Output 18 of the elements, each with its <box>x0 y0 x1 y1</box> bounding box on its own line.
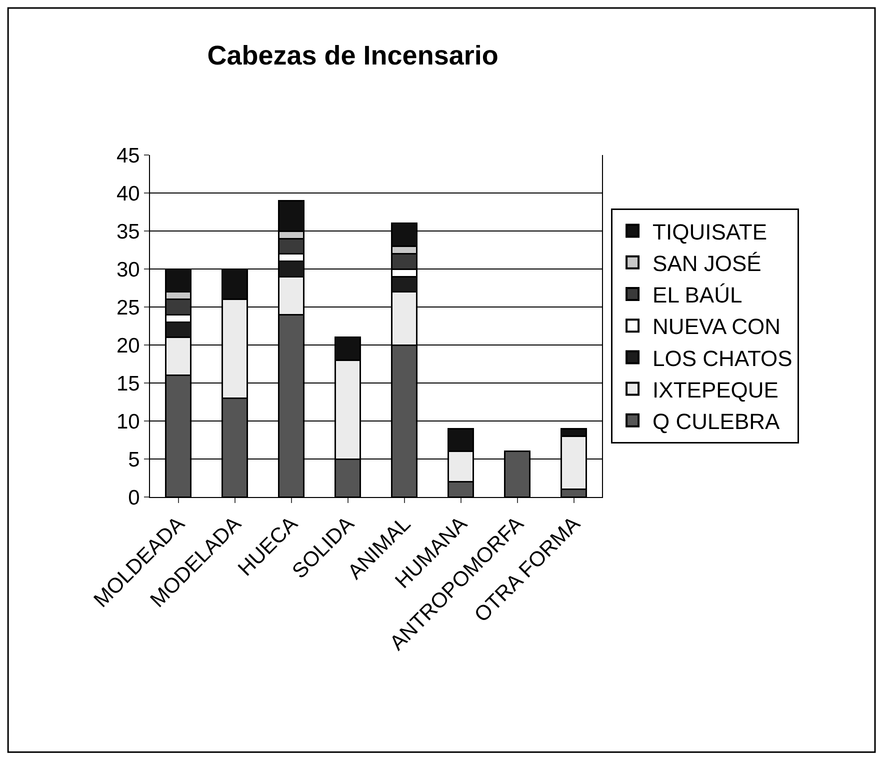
y-tick-label: 5 <box>128 448 140 472</box>
legend-label: LOS CHATOS <box>652 346 792 371</box>
y-tick-label: 15 <box>116 372 140 396</box>
chart-title: Cabezas de Incensario <box>207 40 498 71</box>
y-tick-label: 35 <box>116 220 140 244</box>
legend-label: IXTEPEQUE <box>652 377 778 402</box>
legend-label: NUEVA CON <box>652 314 780 340</box>
legend-label: Q CULEBRA <box>652 408 780 434</box>
y-tick-label: 20 <box>116 334 140 358</box>
legend-label: SAN JOSÉ <box>652 250 762 276</box>
y-tick-label: 30 <box>116 258 140 282</box>
legend-label: EL BAÚL <box>652 282 742 308</box>
y-tick-label: 10 <box>116 410 140 434</box>
legend-label: TIQUISATE <box>652 219 768 244</box>
y-tick-label: 0 <box>128 486 140 510</box>
y-tick-label: 45 <box>116 144 140 168</box>
y-tick-label: 40 <box>116 182 140 206</box>
y-tick-label: 25 <box>116 296 140 320</box>
